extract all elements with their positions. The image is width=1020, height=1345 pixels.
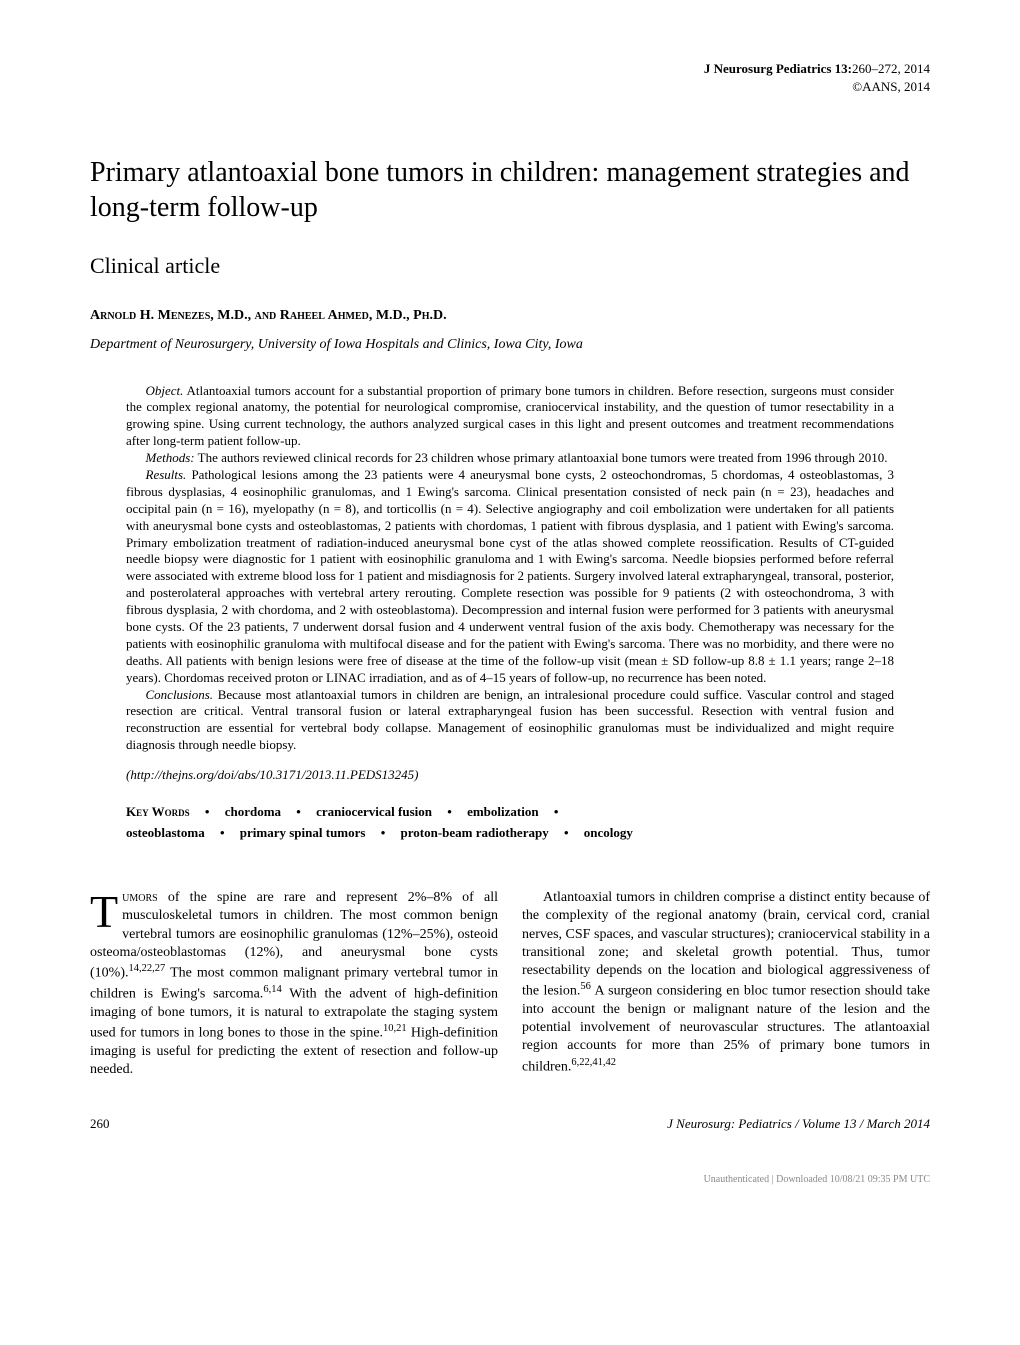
object-label: Object. bbox=[146, 383, 184, 398]
kw-sep: • bbox=[552, 825, 581, 840]
keywords: Key Words • chordoma • craniocervical fu… bbox=[126, 802, 894, 844]
body-text: Tumors of the spine are rare and represe… bbox=[90, 889, 930, 1079]
kw-sep: • bbox=[435, 804, 464, 819]
journal-pages: 260–272, 2014 bbox=[852, 61, 930, 76]
abstract: Object. Atlantoaxial tumors account for … bbox=[126, 383, 894, 755]
p2-sup2: 6,22,41,42 bbox=[571, 1057, 616, 1068]
article-title: Primary atlantoaxial bone tumors in chil… bbox=[90, 155, 930, 225]
keyword-0: chordoma bbox=[225, 804, 281, 819]
keyword-2: embolization bbox=[467, 804, 539, 819]
dropcap: T bbox=[90, 889, 122, 932]
download-notice: Unauthenticated | Downloaded 10/08/21 09… bbox=[90, 1173, 930, 1187]
p1-sup1: 14,22,27 bbox=[129, 963, 166, 974]
authors: Arnold H. Menezes, M.D., and Raheel Ahme… bbox=[90, 307, 930, 326]
kw-sep: • bbox=[208, 825, 237, 840]
page-footer: 260 J Neurosurg: Pediatrics / Volume 13 … bbox=[90, 1115, 930, 1133]
conclusions-label: Conclusions. bbox=[146, 687, 214, 702]
conclusions-text: Because most atlantoaxial tumors in chil… bbox=[126, 687, 894, 753]
kw-sep: • bbox=[542, 804, 571, 819]
abstract-results: Results. Pathological lesions among the … bbox=[126, 467, 894, 687]
object-text: Atlantoaxial tumors account for a substa… bbox=[126, 383, 894, 449]
kw-sep: • bbox=[284, 804, 313, 819]
abstract-object: Object. Atlantoaxial tumors account for … bbox=[126, 383, 894, 451]
journal-header: J Neurosurg Pediatrics 13:260–272, 2014 … bbox=[90, 60, 930, 95]
p1-sup3: 10,21 bbox=[383, 1023, 407, 1034]
results-label: Results. bbox=[146, 467, 187, 482]
abstract-conclusions: Conclusions. Because most atlantoaxial t… bbox=[126, 687, 894, 755]
para-1: Tumors of the spine are rare and represe… bbox=[90, 889, 498, 1079]
page-number: 260 bbox=[90, 1115, 110, 1133]
keyword-3: osteoblastoma bbox=[126, 825, 205, 840]
article-type: Clinical article bbox=[90, 251, 930, 281]
p1-sup2: 6,14 bbox=[263, 984, 281, 995]
keyword-1: craniocervical fusion bbox=[316, 804, 432, 819]
p2-sup1: 56 bbox=[580, 981, 591, 992]
keywords-label: Key Words bbox=[126, 804, 190, 819]
keyword-5: proton-beam radiotherapy bbox=[401, 825, 549, 840]
keyword-6: oncology bbox=[584, 825, 633, 840]
kw-sep: • bbox=[369, 825, 398, 840]
keyword-4: primary spinal tumors bbox=[240, 825, 366, 840]
results-text: Pathological lesions among the 23 patien… bbox=[126, 467, 894, 685]
doi: (http://thejns.org/doi/abs/10.3171/2013.… bbox=[126, 766, 894, 784]
journal-name: J Neurosurg Pediatrics 13: bbox=[704, 61, 852, 76]
footer-journal: J Neurosurg: Pediatrics / Volume 13 / Ma… bbox=[667, 1115, 930, 1133]
methods-text: The authors reviewed clinical records fo… bbox=[195, 450, 888, 465]
p1-caps: umors bbox=[122, 890, 158, 905]
affiliation: Department of Neurosurgery, University o… bbox=[90, 336, 930, 355]
methods-label: Methods: bbox=[146, 450, 195, 465]
para-2: Atlantoaxial tumors in children comprise… bbox=[522, 889, 930, 1076]
abstract-methods: Methods: The authors reviewed clinical r… bbox=[126, 450, 894, 467]
kw-sep: • bbox=[193, 804, 222, 819]
copyright: ©AANS, 2014 bbox=[852, 79, 930, 94]
